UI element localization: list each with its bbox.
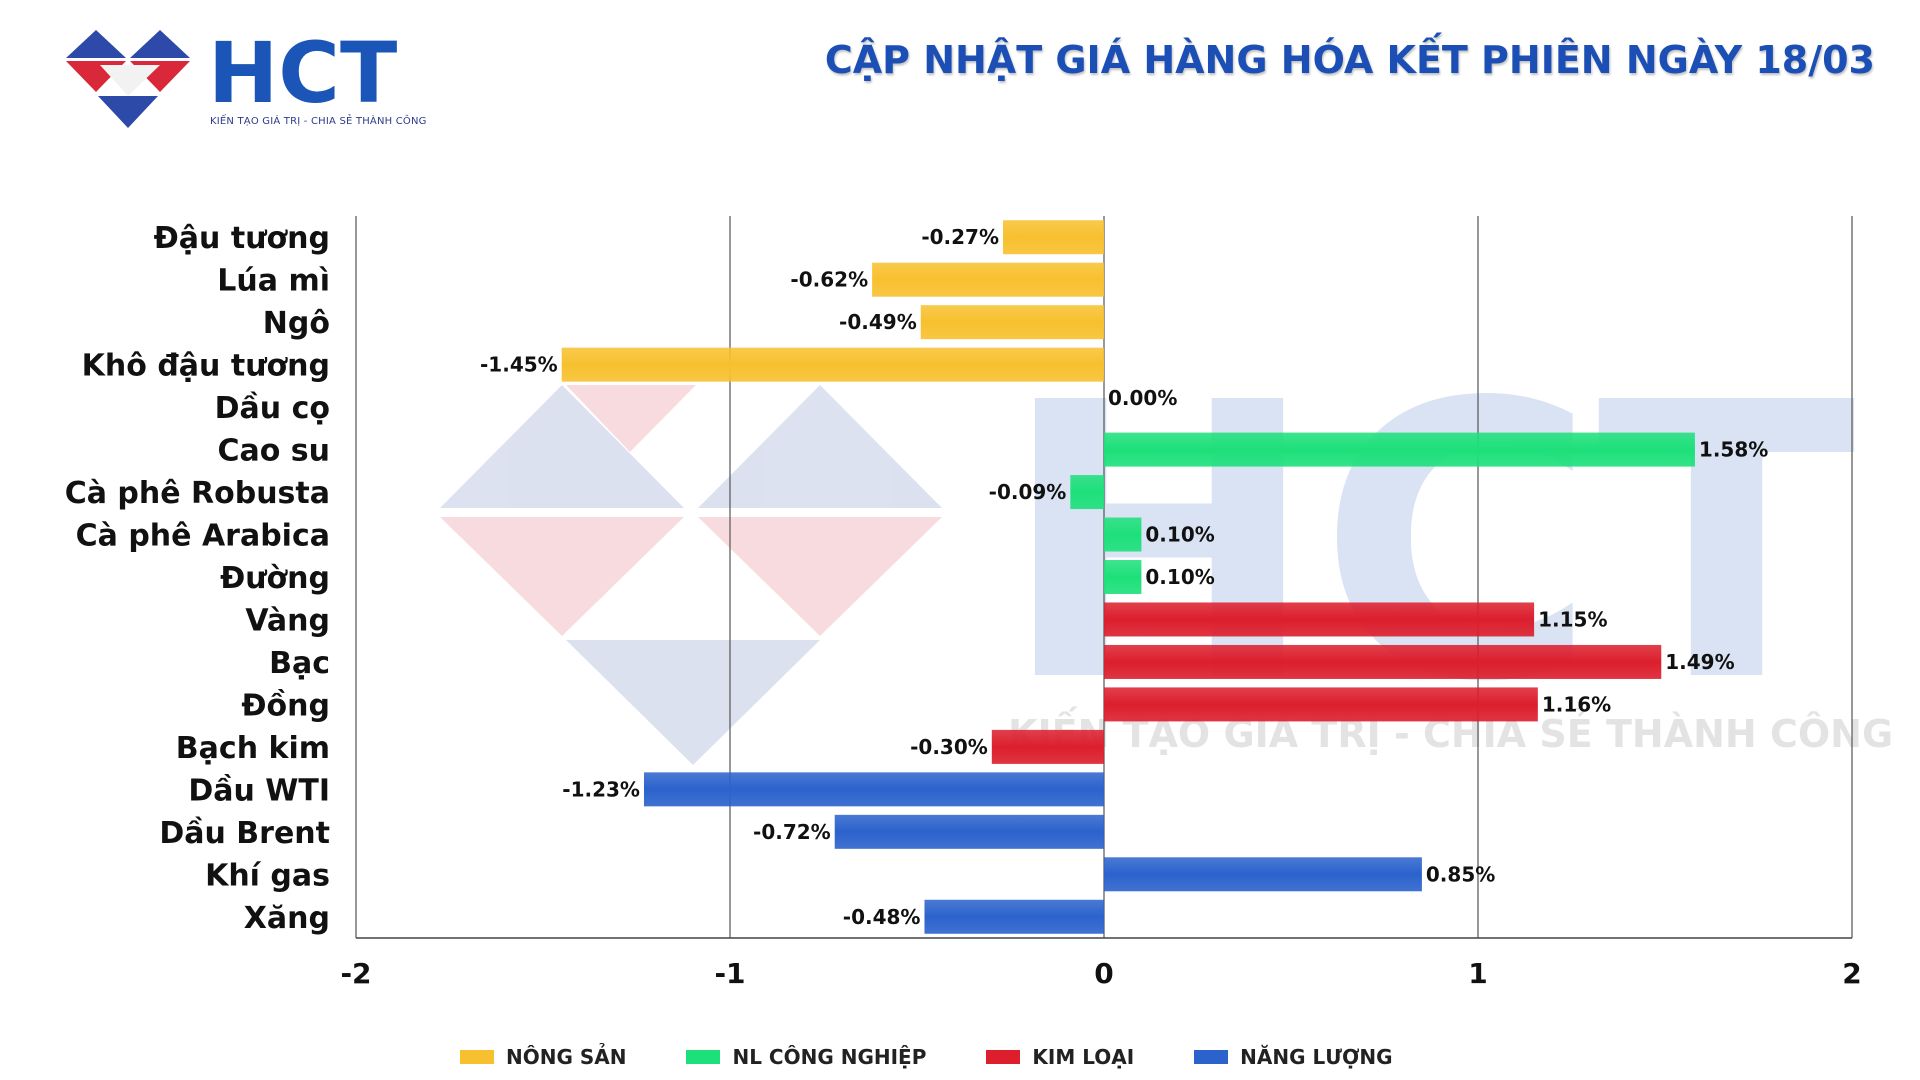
category-label: Dầu Brent xyxy=(159,816,330,851)
category-label: Vàng xyxy=(245,603,330,638)
hct-logo: HCT xyxy=(62,24,422,130)
bars xyxy=(561,220,1695,934)
data-label: -0.27% xyxy=(921,225,999,249)
legend-label: NĂNG LƯỢNG xyxy=(1240,1045,1393,1069)
labels: -2 -1 0 1 2 Đậu tương -0.27% Lúa mì -0.62% Ngô -0.… xyxy=(65,221,1862,990)
bar xyxy=(1104,857,1422,892)
bar xyxy=(1104,432,1695,467)
bar xyxy=(920,305,1104,340)
data-label: 0.00% xyxy=(1108,386,1177,410)
bar xyxy=(1104,644,1662,679)
legend-item: NĂNG LƯỢNG xyxy=(1194,1045,1393,1069)
legend-swatch xyxy=(1194,1050,1229,1064)
data-label: 1.16% xyxy=(1542,692,1611,716)
category-label: Bạch kim xyxy=(176,731,330,766)
bar xyxy=(1070,475,1104,510)
bar xyxy=(1104,517,1142,552)
bar xyxy=(872,262,1104,297)
data-label: 0.10% xyxy=(1145,523,1214,547)
page-title: CẬP NHẬT GIÁ HÀNG HÓA KẾT PHIÊN NGÀY 18/… xyxy=(824,38,1875,82)
x-tick-label: 2 xyxy=(1842,957,1861,990)
logo-tagline: KIẾN TẠO GIÁ TRỊ - CHIA SẺ THÀNH CÔNG xyxy=(210,116,427,127)
legend-item: KIM LOẠI xyxy=(986,1045,1134,1069)
bar xyxy=(991,729,1104,764)
data-label: -0.09% xyxy=(989,480,1067,504)
bar xyxy=(834,814,1104,849)
category-label: Lúa mì xyxy=(217,264,330,299)
logo-mark-icon: HCT xyxy=(66,24,397,128)
legend-label: NÔNG SẢN xyxy=(506,1045,627,1069)
data-label: 1.49% xyxy=(1665,650,1734,674)
bar xyxy=(1104,602,1535,637)
category-label: Dầu WTI xyxy=(188,773,330,808)
x-tick-label: -2 xyxy=(340,957,371,990)
legend-item: NL CÔNG NGHIỆP xyxy=(686,1045,926,1069)
category-label: Đường xyxy=(220,561,330,596)
legend: NÔNG SẢN NL CÔNG NGHIỆP KIM LOẠI NĂNG LƯỢNG xyxy=(460,1042,1560,1072)
bar xyxy=(561,347,1104,382)
data-label: 0.85% xyxy=(1426,862,1495,886)
bar xyxy=(1104,687,1538,722)
logo-text: HCT xyxy=(208,30,397,122)
legend-item: NÔNG SẢN xyxy=(460,1045,626,1069)
legend-label: KIM LOẠI xyxy=(1032,1045,1135,1069)
data-label: -0.72% xyxy=(753,820,831,844)
category-label: Cà phê Robusta xyxy=(65,476,330,511)
category-label: Đậu tương xyxy=(154,221,330,256)
data-label: -0.62% xyxy=(790,268,868,292)
legend-swatch xyxy=(460,1050,494,1064)
x-tick-label: -1 xyxy=(714,957,745,990)
bar xyxy=(1104,560,1142,594)
category-label: Cà phê Arabica xyxy=(76,519,330,554)
data-label: 1.15% xyxy=(1538,607,1607,631)
data-label: -1.45% xyxy=(480,353,558,377)
legend-swatch xyxy=(686,1050,721,1064)
legend-swatch xyxy=(986,1050,1021,1064)
category-label: Cao su xyxy=(217,434,330,469)
bar xyxy=(1003,220,1104,255)
bar xyxy=(924,899,1104,934)
category-label: Đồng xyxy=(241,688,330,723)
category-label: Khí gas xyxy=(205,858,330,893)
data-label: -0.30% xyxy=(910,735,988,759)
legend-label: NL CÔNG NGHIỆP xyxy=(732,1045,927,1069)
category-label: Xăng xyxy=(244,901,330,936)
data-label: -0.48% xyxy=(843,905,921,929)
data-label: -1.23% xyxy=(562,777,640,801)
x-tick-label: 1 xyxy=(1468,957,1487,990)
category-label: Bạc xyxy=(269,646,330,681)
category-label: Ngô xyxy=(263,306,330,341)
category-label: Dầu cọ xyxy=(215,391,330,426)
data-label: 0.10% xyxy=(1145,565,1214,589)
data-label: 1.58% xyxy=(1699,438,1768,462)
category-label: Khô đậu tương xyxy=(82,349,330,384)
bar xyxy=(643,772,1104,807)
data-label: -0.49% xyxy=(839,310,917,334)
x-tick-label: 0 xyxy=(1094,957,1113,990)
